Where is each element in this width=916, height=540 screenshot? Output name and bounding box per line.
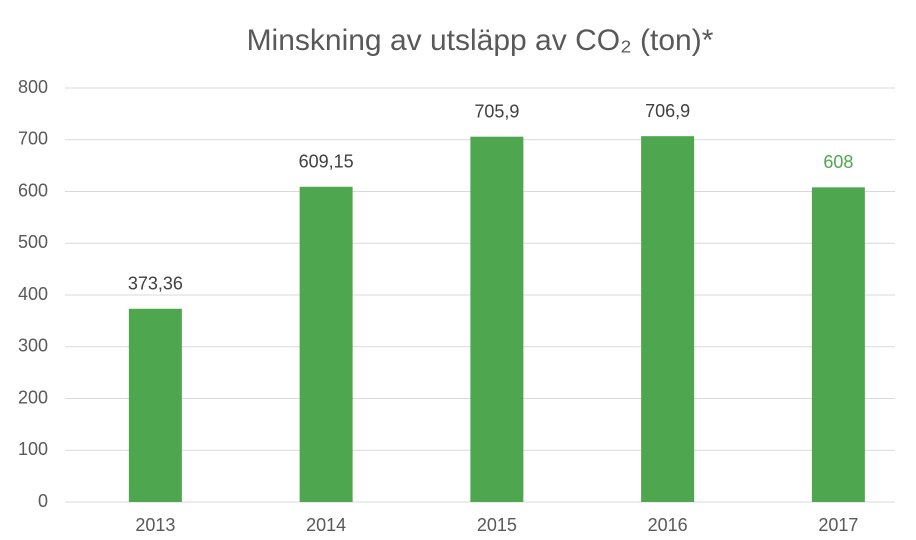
- bar: [299, 186, 353, 502]
- bar: [470, 136, 524, 502]
- value-label: 706,9: [645, 101, 690, 121]
- y-tick-label: 700: [18, 129, 48, 149]
- value-label: 373,36: [128, 274, 183, 294]
- y-tick-label: 400: [18, 284, 48, 304]
- y-tick-label: 300: [18, 336, 48, 356]
- y-tick-label: 0: [38, 491, 48, 511]
- y-tick-label: 500: [18, 232, 48, 252]
- value-label: 609,15: [299, 152, 354, 172]
- value-label: 705,9: [474, 101, 519, 121]
- y-tick-label: 800: [18, 77, 48, 97]
- x-tick-label: 2016: [648, 515, 688, 535]
- chart-title: Minskning av utsläpp av CO₂ (ton)*: [247, 24, 714, 57]
- y-tick-label: 200: [18, 387, 48, 407]
- x-tick-label: 2017: [818, 515, 858, 535]
- x-tick-label: 2013: [135, 515, 175, 535]
- y-tick-label: 100: [18, 439, 48, 459]
- bar: [811, 187, 865, 503]
- bar: [128, 308, 182, 502]
- x-tick-label: 2015: [477, 515, 517, 535]
- y-tick-label: 600: [18, 180, 48, 200]
- value-label: 608: [823, 152, 853, 172]
- bar: [641, 136, 695, 502]
- x-tick-label: 2014: [306, 515, 346, 535]
